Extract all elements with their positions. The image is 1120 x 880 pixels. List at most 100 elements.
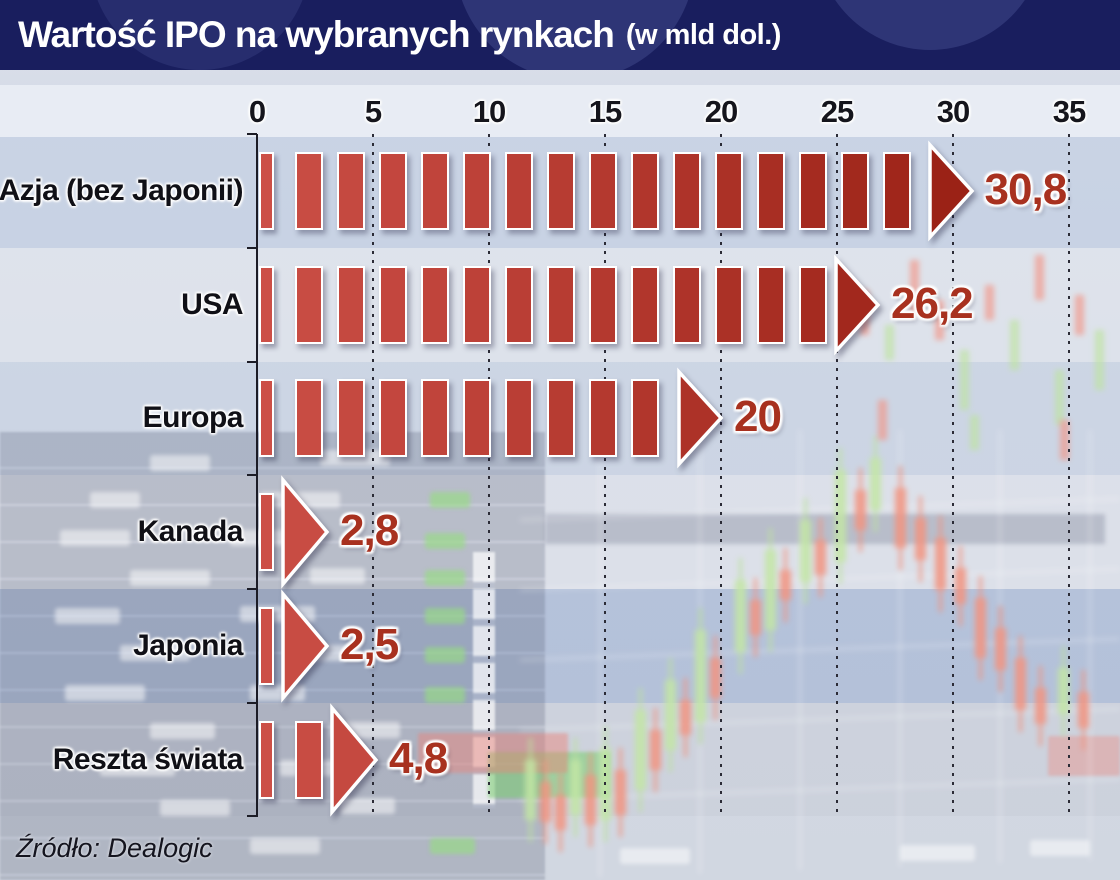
bar-segment <box>589 152 617 230</box>
background-number-blob <box>150 723 215 739</box>
value-label: 2,5 <box>340 619 399 669</box>
background-number-blob <box>425 570 465 586</box>
x-axis-tick-label: 10 <box>472 94 506 129</box>
bar-segment <box>841 152 869 230</box>
bar-segment <box>259 265 274 344</box>
category-label: Reszta świata <box>52 742 244 776</box>
background-number-blob <box>1030 840 1090 856</box>
bar-segment <box>715 152 743 230</box>
background-number-blob <box>310 568 365 584</box>
chart-header: Wartość IPO na wybranych rynkach (w mld … <box>0 0 1120 70</box>
category-label: Kanada <box>137 515 244 549</box>
source-credit: Źródło: Dealogic <box>16 833 213 863</box>
x-axis-tick-label: 15 <box>588 94 622 129</box>
background-number-blob <box>55 608 120 624</box>
bar-segment <box>589 265 617 344</box>
bar-segment <box>547 265 575 344</box>
background-number-blob <box>620 848 690 864</box>
bar-segment <box>631 265 659 344</box>
background-number-blob <box>425 533 465 549</box>
bar-segment <box>295 720 323 799</box>
value-label: 30,8 <box>984 165 1068 214</box>
background-number-blob <box>900 845 975 861</box>
bar-segment <box>421 265 449 344</box>
bar-segment <box>259 379 274 458</box>
bar-segment <box>757 152 785 230</box>
background-number-blob <box>250 838 320 854</box>
bar-arrow <box>330 702 379 817</box>
bar-segment <box>631 379 659 458</box>
axis-tick <box>247 701 257 704</box>
background-candlestick-chart <box>520 430 1120 878</box>
bar-segment <box>505 152 533 230</box>
background-number-blob <box>130 570 210 586</box>
bar-segment <box>505 379 533 458</box>
gridline <box>1068 134 1070 817</box>
category-label: Azja (bez Japonii) <box>0 174 244 207</box>
chart-subtitle: (w mld dol.) <box>625 18 782 51</box>
background-number-blob <box>160 800 230 816</box>
x-axis-tick-label: 25 <box>820 94 854 129</box>
axis-tick <box>247 587 257 590</box>
category-label: Europa <box>142 401 244 435</box>
background-number-blob <box>90 492 140 508</box>
bar-segment <box>379 379 407 458</box>
gridline <box>952 134 954 817</box>
background-band <box>0 85 1120 137</box>
bar-segment <box>259 152 274 230</box>
bar-segment <box>673 265 701 344</box>
bar-segment <box>259 606 274 685</box>
bar-segment <box>259 493 274 572</box>
x-axis-tick-label: 5 <box>364 94 382 129</box>
background-toolbar <box>545 514 1105 544</box>
gridline <box>720 134 722 817</box>
bar-segment <box>799 152 827 230</box>
axis-tick <box>247 474 257 477</box>
bar-segment <box>259 720 274 799</box>
bar-segment <box>421 152 449 230</box>
value-label: 26,2 <box>891 278 974 328</box>
bar-segment <box>715 265 743 344</box>
background-number-blob <box>100 760 175 776</box>
bar-arrow <box>677 367 724 469</box>
background-number-blob <box>425 647 465 663</box>
bar-segment <box>589 379 617 458</box>
header-circle-decoration <box>815 0 1045 50</box>
bar-segment <box>463 152 491 230</box>
x-axis-tick-label: 20 <box>704 94 738 129</box>
category-label: USA <box>181 287 243 321</box>
bar-arrow <box>927 140 974 242</box>
x-axis-tick-label: 30 <box>936 94 970 129</box>
bar-segment <box>757 265 785 344</box>
bar-segment <box>337 265 365 344</box>
background-number-blob <box>425 687 465 703</box>
background-number-blob <box>425 608 465 624</box>
axis-tick <box>247 133 257 136</box>
bar-arrow <box>281 475 330 589</box>
background-number-blob <box>120 645 190 661</box>
axis-tick <box>247 360 257 363</box>
bar-segment <box>547 152 575 230</box>
axis-tick <box>247 815 257 818</box>
value-label: 2,8 <box>340 506 399 556</box>
value-label: 4,8 <box>389 733 448 783</box>
bar-segment <box>631 152 659 230</box>
chart-title: Wartość IPO na wybranych rynkach <box>18 14 615 55</box>
background-number-blob <box>340 798 395 814</box>
bar-segment <box>505 265 533 344</box>
gridline <box>372 134 374 817</box>
bar-segment <box>295 265 323 344</box>
bar-segment <box>547 379 575 458</box>
value-label: 20 <box>734 392 782 442</box>
y-axis-line <box>256 134 258 817</box>
bar-segment <box>337 152 365 230</box>
bar-segment <box>883 152 911 230</box>
background-number-blob <box>150 455 210 471</box>
category-label: Japonia <box>133 628 243 662</box>
bar-arrow <box>834 254 881 356</box>
bar-arrow <box>281 589 330 703</box>
background-number-blob <box>430 838 475 854</box>
x-axis-tick-label: 35 <box>1052 94 1086 129</box>
bar-segment <box>379 265 407 344</box>
